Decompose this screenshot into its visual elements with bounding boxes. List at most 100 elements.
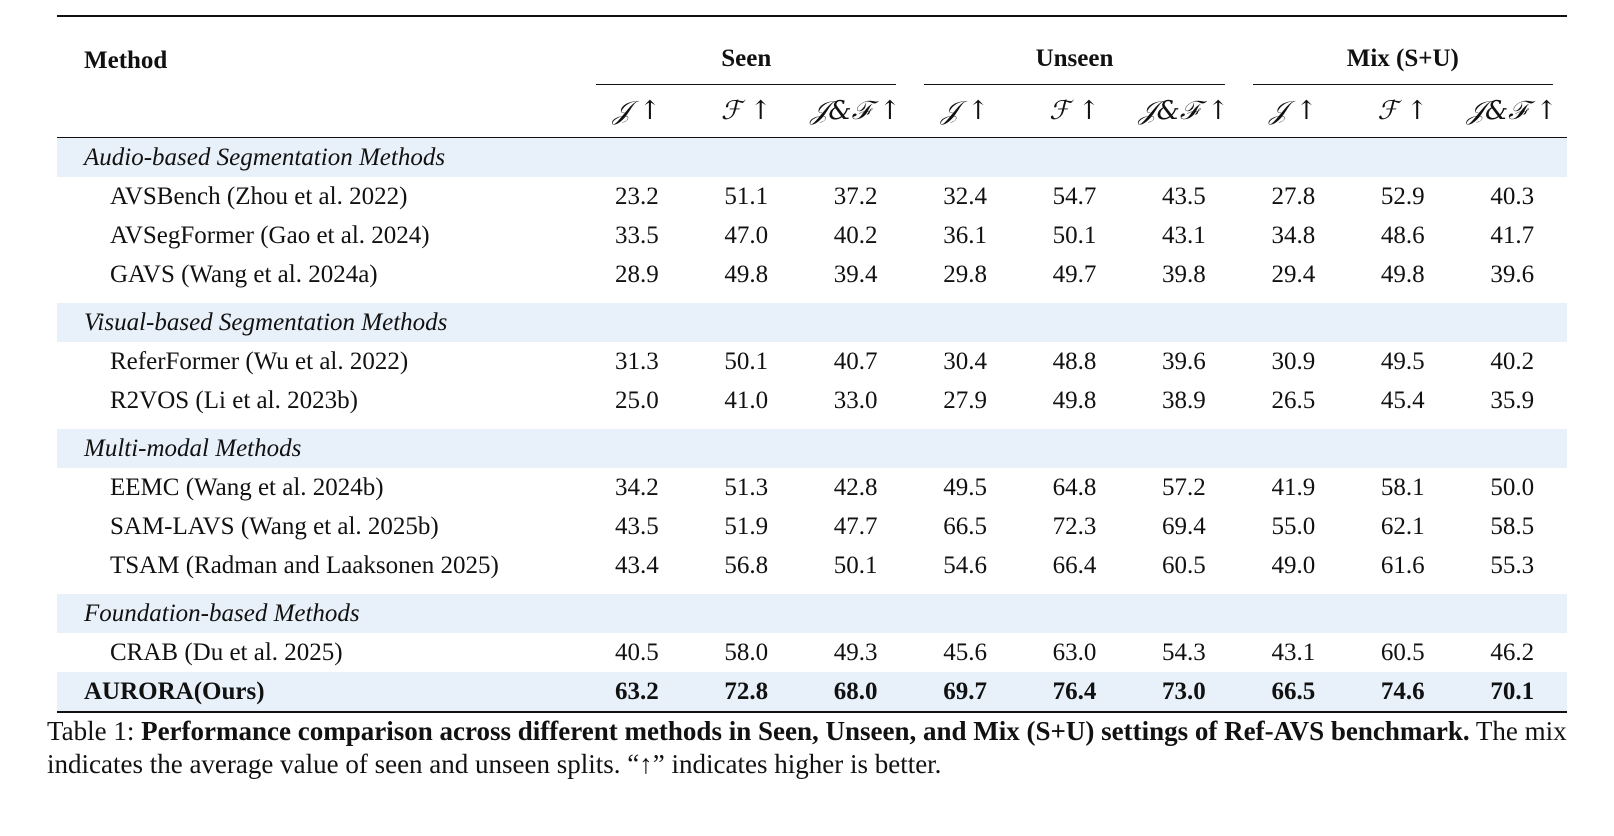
metric-value: 49.5 — [1380, 347, 1425, 375]
metric-value: 41.7 — [1490, 221, 1535, 249]
method-name: TSAM (Radman and Laaksonen 2025) — [110, 551, 499, 579]
metric-value: 43.4 — [614, 551, 659, 579]
metric-value: 48.6 — [1380, 221, 1425, 249]
metric-value: 48.8 — [1052, 347, 1097, 375]
metric-value: 42.8 — [833, 473, 878, 501]
metric-value: 73.0 — [1129, 672, 1239, 712]
group-header-unseen: Unseen — [910, 16, 1238, 85]
table-row: ReferFormer (Wu et al. 2022) 31.3 50.1 40.7… — [57, 342, 1567, 381]
metric-value: 34.2 — [614, 473, 659, 501]
metric-value: 35.9 — [1490, 386, 1535, 414]
table-row: R2VOS (Li et al. 2023b) 25.0 41.0 33.0 27.9 4… — [57, 381, 1567, 420]
metric-value: 30.9 — [1271, 347, 1316, 375]
ours-row: AURORA(Ours) 63.2 72.8 68.0 69.7 76.4 73.0 66.5… — [57, 672, 1567, 712]
metric-value: 50.1 — [1052, 221, 1097, 249]
metric-value: 47.0 — [724, 221, 769, 249]
section-title: Foundation-based Methods — [57, 594, 1567, 633]
metric-value: 54.7 — [1052, 182, 1097, 210]
metric-value: 30.4 — [943, 347, 987, 375]
spacer-cell — [57, 294, 1567, 303]
metric-header: 𝒥 ↑ — [941, 95, 990, 126]
metric-value: 72.8 — [691, 672, 801, 712]
metric-value: 60.5 — [1380, 638, 1425, 666]
metric-value: 54.6 — [943, 551, 987, 579]
section-title: Multi-modal Methods — [57, 429, 1567, 468]
method-name: R2VOS (Li et al. 2023b) — [110, 386, 358, 414]
metric-value: 70.1 — [1457, 672, 1567, 712]
metric-value: 43.1 — [1162, 221, 1206, 249]
metric-header: 𝒥 ↑ — [612, 95, 661, 126]
metric-value: 52.9 — [1380, 182, 1425, 210]
metric-header: ℱ ↑ — [1049, 96, 1100, 126]
method-name: SAM-LAVS (Wang et al. 2025b) — [110, 512, 439, 540]
metric-value: 68.0 — [800, 672, 911, 712]
metric-value: 55.3 — [1490, 551, 1535, 579]
table-caption: Table 1: Performance comparison across d… — [47, 715, 1577, 781]
metric-header: 𝒥&ℱ ↑ — [1138, 95, 1230, 126]
metric-value: 39.8 — [1162, 260, 1206, 288]
group-underline — [924, 84, 1225, 85]
metric-value: 33.5 — [614, 221, 659, 249]
group-label: Seen — [721, 45, 772, 72]
table-row: SAM-LAVS (Wang et al. 2025b) 43.5 51.9 47.7… — [57, 507, 1567, 546]
metric-value: 54.3 — [1162, 638, 1206, 666]
spacer-cell — [57, 420, 1567, 429]
metric-value: 40.3 — [1490, 182, 1535, 210]
metric-value: 25.0 — [614, 386, 659, 414]
metric-value: 66.5 — [943, 512, 987, 540]
method-column-header: Method — [84, 47, 168, 74]
metric-value: 63.2 — [582, 672, 692, 712]
metric-value: 66.5 — [1238, 672, 1349, 712]
metric-header: 𝒥&ℱ ↑ — [1467, 95, 1558, 126]
table-row: GAVS (Wang et al. 2024a) 28.9 49.8 39.4 29.8… — [57, 255, 1567, 294]
metric-value: 63.0 — [1052, 638, 1097, 666]
metric-value: 34.8 — [1271, 221, 1316, 249]
metric-value: 74.6 — [1348, 672, 1458, 712]
caption-label: Table 1: — [47, 716, 142, 746]
method-name: GAVS (Wang et al. 2024a) — [110, 260, 378, 288]
section-title: Audio-based Segmentation Methods — [57, 137, 1567, 177]
metric-value: 43.5 — [614, 512, 659, 540]
metric-value: 38.9 — [1162, 386, 1206, 414]
metric-value: 37.2 — [833, 182, 878, 210]
metric-value: 27.8 — [1271, 182, 1316, 210]
metric-value: 49.7 — [1052, 260, 1097, 288]
metric-value: 40.2 — [833, 221, 878, 249]
table-row: AVSBench (Zhou et al. 2022) 23.2 51.1 37.2 3… — [57, 177, 1567, 216]
metric-value: 50.1 — [833, 551, 878, 579]
metric-value: 29.8 — [943, 260, 987, 288]
metric-value: 72.3 — [1052, 512, 1097, 540]
method-name: ReferFormer (Wu et al. 2022) — [110, 347, 409, 375]
metric-value: 58.5 — [1490, 512, 1535, 540]
table-header: Method Seen Unseen Mix (S+U) 𝒥 ↑ ℱ ↑ 𝒥&ℱ… — [57, 16, 1567, 138]
table-row: EEMC (Wang et al. 2024b) 34.2 51.3 42.8 49.5… — [57, 468, 1567, 507]
table-body: Audio-based Segmentation Methods AVSBench… — [57, 137, 1567, 712]
metric-value: 66.4 — [1052, 551, 1097, 579]
metric-value: 26.5 — [1271, 386, 1316, 414]
metric-header: ℱ ↑ — [1377, 96, 1428, 126]
section-row: Visual-based Segmentation Methods — [57, 303, 1567, 342]
metric-value: 45.6 — [943, 638, 987, 666]
metric-value: 40.7 — [833, 347, 878, 375]
metric-value: 69.7 — [910, 672, 1020, 712]
metric-header: ℱ ↑ — [720, 96, 772, 126]
metric-value: 36.1 — [943, 221, 987, 249]
table-row: CRAB (Du et al. 2025) 40.5 58.0 49.3 45.6 63.… — [57, 633, 1567, 672]
metric-value: 41.9 — [1271, 473, 1316, 501]
section-title: Visual-based Segmentation Methods — [57, 303, 1567, 342]
caption-body-text: The mix indicates the average value of s… — [47, 716, 1567, 779]
metric-value: 49.0 — [1271, 551, 1316, 579]
metric-value: 40.5 — [614, 638, 659, 666]
results-table-container: Method Seen Unseen Mix (S+U) 𝒥 ↑ ℱ ↑ 𝒥&ℱ… — [57, 15, 1567, 713]
metric-value: 64.8 — [1052, 473, 1097, 501]
metric-value: 40.2 — [1490, 347, 1535, 375]
metric-value: 57.2 — [1162, 473, 1206, 501]
method-name: AVSegFormer (Gao et al. 2024) — [110, 221, 430, 249]
metric-value: 49.8 — [1380, 260, 1425, 288]
metric-value: 49.5 — [943, 473, 987, 501]
section-spacer — [57, 420, 1567, 429]
metric-value: 41.0 — [724, 386, 769, 414]
metric-value: 33.0 — [833, 386, 878, 414]
spacer-cell — [57, 585, 1567, 594]
group-label: Unseen — [1035, 45, 1114, 72]
